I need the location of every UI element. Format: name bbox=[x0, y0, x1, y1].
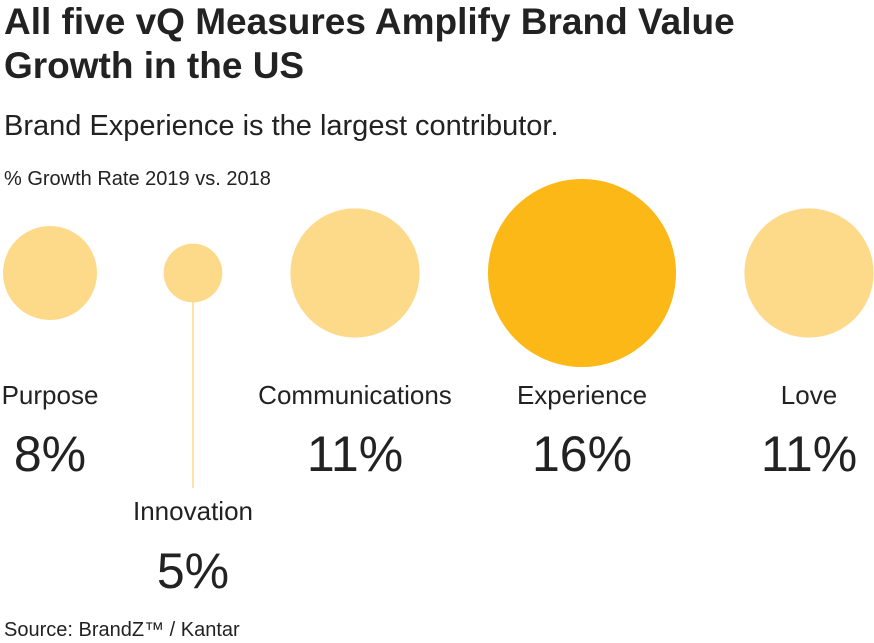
value-label: 11% bbox=[307, 426, 403, 482]
value-label: 11% bbox=[761, 426, 857, 482]
chart-subtitle: Brand Experience is the largest contribu… bbox=[4, 110, 559, 142]
value-label: 5% bbox=[157, 543, 229, 599]
category-label: Experience bbox=[517, 380, 647, 410]
bubble bbox=[488, 179, 676, 367]
bubble bbox=[744, 208, 874, 338]
source-note: Source: BrandZ™ / Kantar bbox=[4, 619, 240, 641]
bubble bbox=[3, 226, 97, 320]
value-label: 8% bbox=[14, 426, 86, 482]
bubble bbox=[290, 208, 420, 338]
category-label: Purpose bbox=[2, 380, 99, 410]
category-label: Communications bbox=[258, 380, 452, 410]
chart-title: All five vQ Measures Amplify Brand Value… bbox=[4, 1, 735, 86]
category-label: Love bbox=[781, 380, 837, 410]
value-label: 16% bbox=[532, 426, 632, 482]
value-label-caption: % Growth Rate 2019 vs. 2018 bbox=[4, 168, 271, 190]
category-label: Innovation bbox=[133, 496, 253, 526]
bubble bbox=[163, 243, 223, 303]
